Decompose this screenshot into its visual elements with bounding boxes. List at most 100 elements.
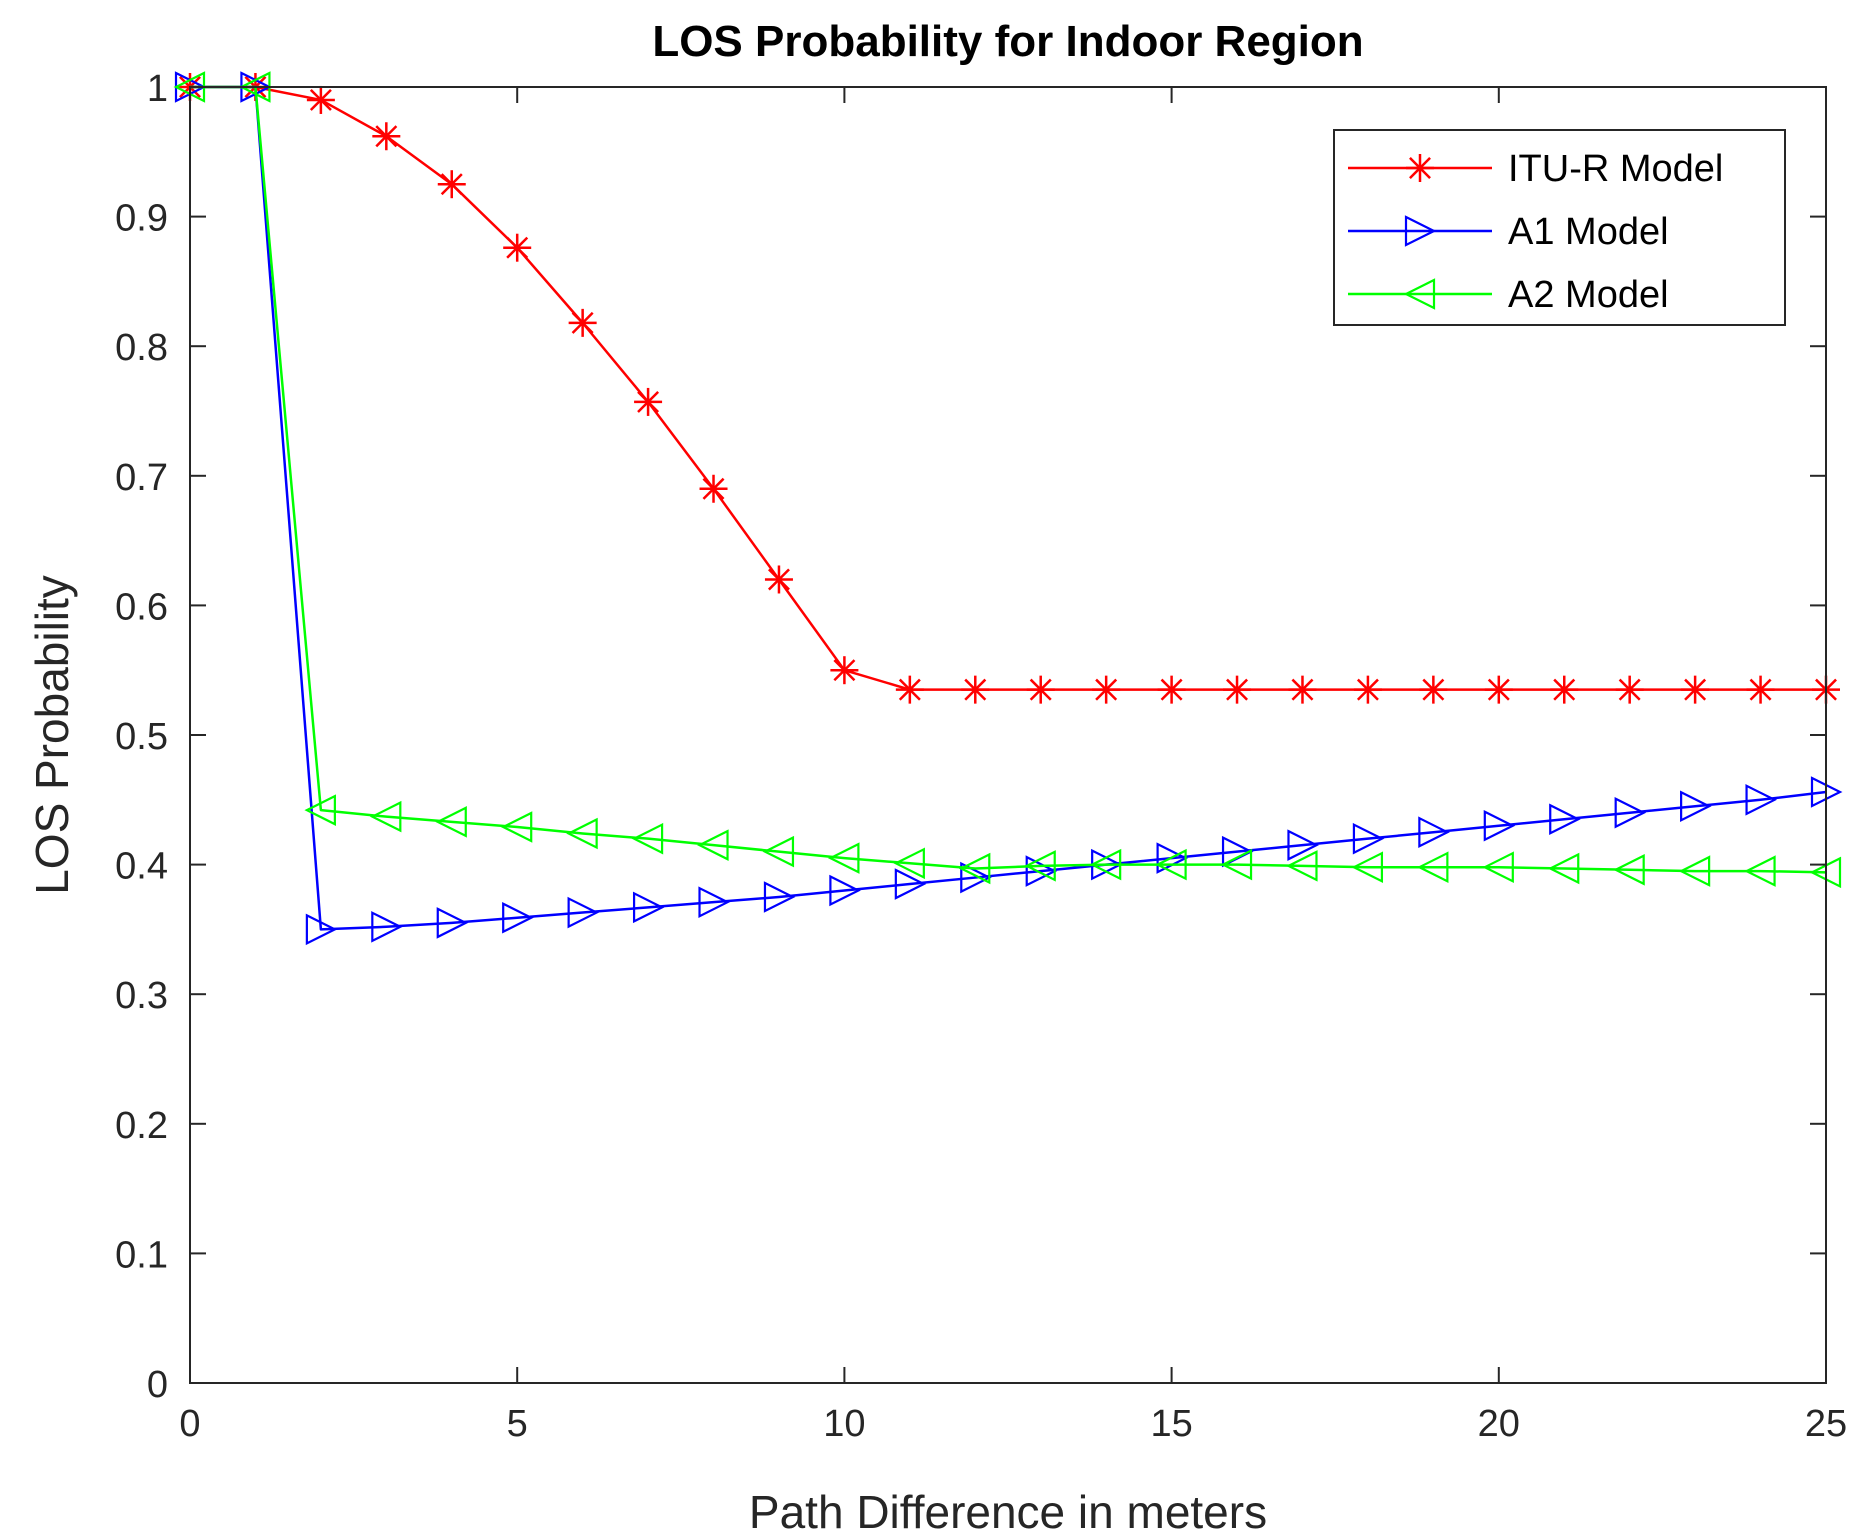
legend-marker-itu-r-model bbox=[1406, 154, 1434, 182]
y-tick-label: 0 bbox=[147, 1364, 168, 1406]
data-point-a1-model-8 bbox=[698, 886, 730, 918]
y-tick-label: 0.8 bbox=[115, 327, 168, 369]
data-point-itu-r-model-11 bbox=[895, 675, 924, 704]
x-tick-label: 15 bbox=[1150, 1403, 1192, 1445]
data-point-a1-model-24 bbox=[1745, 784, 1778, 816]
data-point-itu-r-model-9 bbox=[764, 565, 793, 594]
y-tick-label: 0.9 bbox=[115, 198, 168, 240]
data-point-a1-model-5 bbox=[502, 901, 534, 934]
series-line-a2-model bbox=[190, 85, 1827, 874]
data-point-a2-model-20 bbox=[1482, 851, 1514, 883]
data-point-itu-r-model-2 bbox=[306, 85, 335, 114]
data-point-a1-model-18 bbox=[1352, 822, 1385, 855]
data-point-a2-model-17 bbox=[1286, 850, 1318, 882]
data-point-itu-r-model-8 bbox=[699, 474, 728, 503]
data-point-a2-model-19 bbox=[1416, 851, 1449, 883]
legend-entry-a1-model: A1 Model bbox=[1348, 211, 1669, 253]
data-point-a2-model-8 bbox=[697, 829, 729, 861]
data-point-a2-model-6 bbox=[566, 817, 598, 850]
data-point-itu-r-model-19 bbox=[1419, 675, 1448, 704]
data-point-a1-model-2 bbox=[305, 913, 338, 946]
legend-entry-itu-r-model: ITU-R Model bbox=[1348, 148, 1723, 190]
data-point-a1-model-19 bbox=[1418, 816, 1450, 848]
data-point-a2-model-22 bbox=[1613, 854, 1645, 886]
data-point-itu-r-model-18 bbox=[1353, 675, 1382, 704]
x-tick-label: 0 bbox=[179, 1403, 200, 1445]
data-point-a2-model-12 bbox=[958, 852, 991, 885]
x-axis-label: Path Difference in meters bbox=[749, 1486, 1267, 1538]
data-point-a2-model-7 bbox=[631, 822, 664, 855]
x-tick-label: 20 bbox=[1478, 1403, 1520, 1445]
data-point-itu-r-model-5 bbox=[503, 233, 532, 262]
data-point-a1-model-11 bbox=[894, 868, 927, 900]
x-tick-label: 10 bbox=[823, 1403, 865, 1445]
data-point-itu-r-model-20 bbox=[1484, 675, 1513, 704]
y-tick-label: 0.4 bbox=[115, 846, 168, 888]
data-point-a2-model-18 bbox=[1351, 851, 1384, 883]
data-point-a1-model-9 bbox=[763, 881, 796, 913]
data-point-a2-model-14 bbox=[1089, 848, 1122, 881]
data-point-a2-model-11 bbox=[893, 847, 925, 880]
legend-marker-a2-model bbox=[1403, 278, 1436, 310]
data-point-itu-r-model-24 bbox=[1746, 675, 1775, 704]
legend-entry-a2-model: A2 Model bbox=[1348, 274, 1669, 316]
data-point-a2-model-2 bbox=[304, 794, 336, 826]
data-point-itu-r-model-23 bbox=[1681, 675, 1710, 704]
data-point-a1-model-6 bbox=[567, 896, 600, 929]
data-point-a2-model-16 bbox=[1220, 848, 1253, 881]
legend-label-itu-r-model: ITU-R Model bbox=[1508, 148, 1723, 190]
data-point-itu-r-model-4 bbox=[437, 170, 466, 199]
data-point-a2-model-9 bbox=[762, 835, 795, 868]
data-point-a1-model-23 bbox=[1680, 790, 1712, 823]
x-tick-label: 5 bbox=[507, 1403, 528, 1445]
ticks-layer: 0 5 10 15 20 25 0 0.1 0.2 0.3 0.4 0.5 0.6 0.7 0.8 0.9 1 bbox=[115, 68, 1847, 1445]
data-point-itu-r-model-22 bbox=[1615, 675, 1644, 704]
data-point-a2-model-21 bbox=[1547, 852, 1580, 885]
data-point-a2-model-15 bbox=[1155, 848, 1187, 881]
y-tick-label: 0.7 bbox=[115, 457, 168, 499]
data-point-a1-model-4 bbox=[436, 907, 469, 939]
data-point-a1-model-12 bbox=[960, 861, 992, 894]
data-point-a2-model-24 bbox=[1744, 855, 1776, 887]
data-point-a1-model-20 bbox=[1483, 809, 1516, 842]
y-tick-label: 0.5 bbox=[115, 716, 168, 758]
chart-title: LOS Probability for Indoor Region bbox=[652, 17, 1363, 66]
data-point-a2-model-13 bbox=[1024, 850, 1056, 882]
legend-marker-a1-model bbox=[1404, 215, 1437, 247]
y-tick-label: 0.2 bbox=[115, 1105, 168, 1147]
data-point-itu-r-model-13 bbox=[1026, 675, 1055, 704]
data-point-a1-model-3 bbox=[371, 911, 403, 943]
data-point-a1-model-13 bbox=[1025, 855, 1058, 887]
data-point-a1-model-21 bbox=[1549, 803, 1581, 836]
data-point-itu-r-model-17 bbox=[1288, 675, 1317, 704]
data-point-itu-r-model-10 bbox=[830, 656, 859, 685]
data-point-a2-model-4 bbox=[435, 806, 467, 838]
legend-label-a2-model: A2 Model bbox=[1508, 274, 1669, 316]
data-point-a2-model-23 bbox=[1678, 855, 1711, 887]
y-axis-label: LOS Probability bbox=[26, 575, 78, 895]
data-point-itu-r-model-21 bbox=[1550, 675, 1579, 704]
data-point-a1-model-7 bbox=[632, 891, 665, 924]
data-point-itu-r-model-3 bbox=[372, 122, 401, 151]
series-layer bbox=[173, 71, 1843, 946]
y-tick-label: 0.1 bbox=[115, 1234, 168, 1276]
series-a1-model bbox=[174, 71, 1843, 946]
y-tick-label: 1 bbox=[147, 68, 168, 110]
legend-label-a1-model: A1 Model bbox=[1508, 211, 1669, 253]
data-point-a1-model-22 bbox=[1614, 796, 1647, 829]
data-point-a1-model-10 bbox=[829, 874, 861, 907]
data-point-a2-model-3 bbox=[369, 800, 402, 833]
legend: ITU-R Model A1 Model A2 Model bbox=[1333, 129, 1786, 326]
data-point-a2-model-5 bbox=[500, 811, 533, 843]
data-point-itu-r-model-14 bbox=[1092, 675, 1121, 704]
y-tick-label: 0.6 bbox=[115, 586, 168, 628]
data-point-itu-r-model-7 bbox=[634, 387, 663, 416]
data-point-itu-r-model-16 bbox=[1223, 675, 1252, 704]
x-tick-label: 25 bbox=[1805, 1403, 1847, 1445]
data-point-itu-r-model-6 bbox=[568, 308, 597, 337]
data-point-a1-model-17 bbox=[1287, 829, 1319, 861]
data-point-itu-r-model-12 bbox=[961, 675, 990, 704]
data-point-a2-model-10 bbox=[827, 842, 860, 874]
data-point-itu-r-model-15 bbox=[1157, 675, 1186, 704]
